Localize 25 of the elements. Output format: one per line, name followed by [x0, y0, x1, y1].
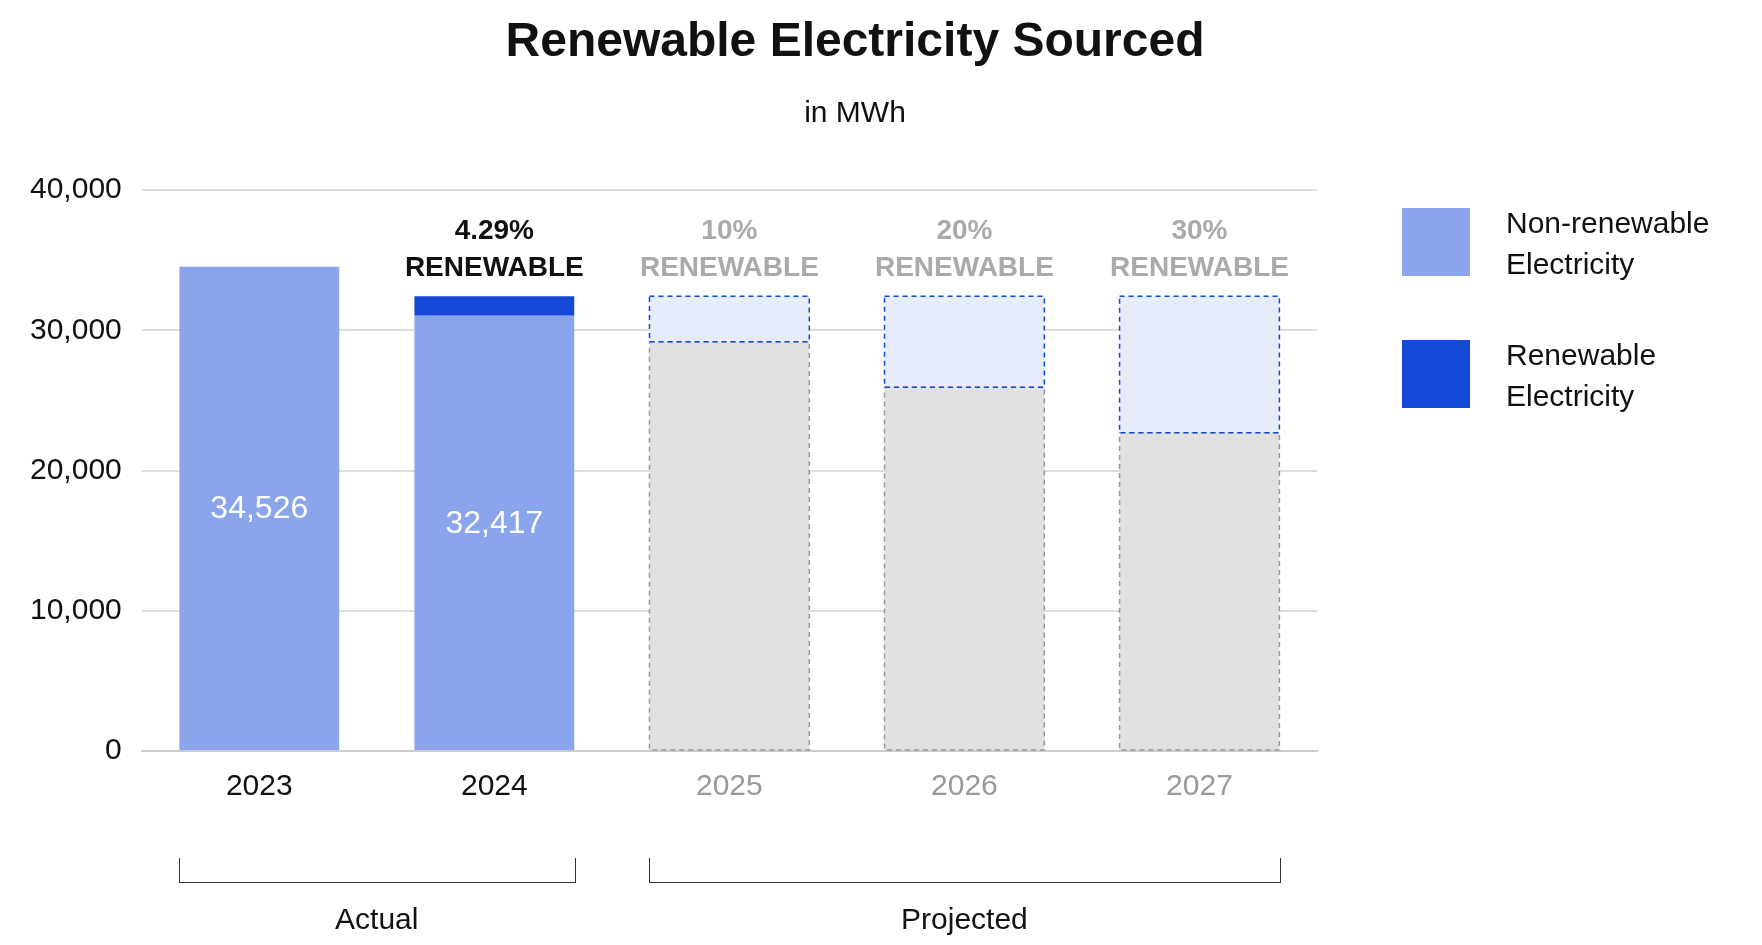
bar: [414, 296, 575, 316]
y-tick-label: 0: [105, 732, 122, 766]
text: Actual: [334, 902, 420, 936]
chart-title: Renewable Electricity Sourced: [504, 12, 1206, 67]
x-tick-label: 2025: [696, 768, 763, 802]
x-tick-label: 2023: [225, 768, 293, 802]
y-tick-label: 10,000: [29, 592, 122, 626]
x-tick-label: 2027: [1166, 768, 1233, 802]
total-label: 34,526: [210, 488, 309, 525]
bar: [414, 315, 575, 750]
y-tick-label: 40,000: [29, 171, 122, 205]
y-tick-label: 30,000: [29, 311, 122, 345]
annotation: 4.29% RENEWABLE: [404, 214, 584, 283]
total-label: 32,417: [445, 503, 544, 540]
annotation: 10% RENEWABLE: [639, 214, 819, 283]
annotation: 20% RENEWABLE: [874, 214, 1054, 283]
y-tick-label: 20,000: [29, 451, 122, 485]
bar: [179, 266, 340, 750]
legend-label: Non-renewable Electricity: [1506, 205, 1711, 282]
chart-subtitle: in MWh: [803, 95, 907, 129]
legend-label: Renewable Electricity: [1506, 337, 1658, 414]
text: Projected: [900, 902, 1029, 936]
x-tick-label: 2024: [460, 768, 528, 802]
annotation: 30% RENEWABLE: [1110, 214, 1289, 283]
x-tick-label: 2026: [931, 768, 998, 802]
